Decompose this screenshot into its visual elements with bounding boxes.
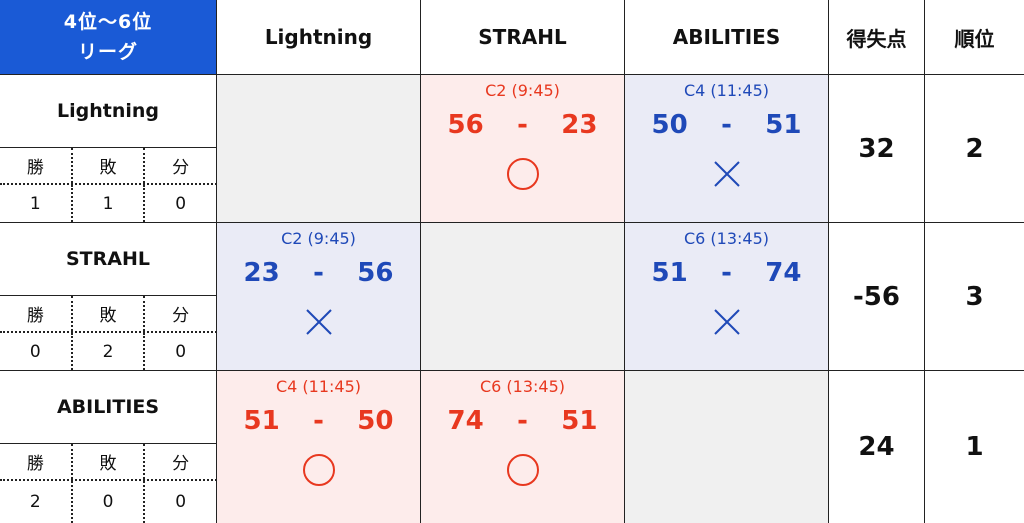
win-circle-icon (505, 452, 541, 492)
score-dash: - (517, 406, 528, 436)
score-dash: - (313, 406, 324, 436)
record-label-row: 勝敗 分 (0, 148, 217, 185)
points-value: 24 (829, 371, 925, 523)
column-header-strahl: STRAHL (421, 0, 625, 75)
match-cell: C2 (9:45) 56 - 23 (421, 75, 625, 223)
score-left: 51 (243, 406, 280, 436)
match-time: C2 (9:45) (485, 81, 560, 100)
record-label-row: 勝敗 分 (0, 444, 217, 481)
score-dash: - (517, 110, 528, 140)
record-value: 2 (0, 481, 73, 523)
win-circle-icon (505, 156, 541, 196)
rank-value: 1 (965, 432, 984, 462)
score-left: 23 (243, 258, 280, 288)
match-score: 51 - 74 (652, 258, 802, 288)
record-value: 0 (73, 481, 146, 523)
match-cell: C4 (11:45) 51 - 50 (217, 371, 421, 523)
record-label: 敗 (73, 444, 146, 479)
self-match-cell (625, 371, 829, 523)
record-value: 1 (73, 185, 146, 222)
loss-cross-icon (709, 304, 745, 344)
rank-value: 3 (925, 223, 1024, 371)
match-time: C6 (13:45) (683, 229, 770, 248)
record-value: 0 (175, 193, 187, 214)
record-label-row: 勝敗 分 (0, 296, 217, 333)
match-cell: C4 (11:45) 50 - 51 (625, 75, 829, 223)
points-value: -56 (829, 223, 925, 371)
record-label: 分 (172, 158, 190, 178)
match-time: C4 (11:45) (275, 377, 362, 396)
score-dash: - (313, 258, 324, 288)
score-dash: - (721, 258, 732, 288)
win-circle-icon (301, 452, 337, 492)
loss-cross-icon (709, 156, 745, 196)
match-score: 23 - 56 (244, 258, 394, 288)
match-cell: C2 (9:45) 23 - 56 (217, 223, 421, 371)
self-match-cell (421, 223, 625, 371)
match-score: 56 - 23 (448, 110, 598, 140)
column-header-rank: 順位 (925, 0, 1024, 75)
score-left: 50 (651, 110, 688, 140)
league-title-line2: リーグ (77, 41, 138, 63)
score-right: 56 (357, 258, 394, 288)
column-header-lightning: Lightning (217, 0, 421, 75)
record-value: 0 (175, 492, 187, 512)
record-value: 0 (0, 333, 73, 370)
team-name: STRAHL (0, 223, 217, 296)
score-left: 51 (651, 258, 688, 288)
score-right: 23 (561, 110, 598, 140)
record-label: 分 (172, 454, 190, 474)
record-value: 1 (0, 185, 73, 222)
match-score: 74 - 51 (448, 406, 598, 436)
team-name: ABILITIES (0, 371, 217, 444)
match-time: C2 (9:45) (281, 229, 356, 248)
score-right: 51 (561, 406, 598, 436)
team-name: Lightning (0, 75, 217, 148)
record-label: 分 (172, 306, 190, 326)
score-left: 56 (447, 110, 484, 140)
record-value: 2 (73, 333, 146, 370)
score-dash: - (721, 110, 732, 140)
league-title: 4位～6位 リーグ (0, 0, 217, 75)
record-label: 敗 (73, 296, 146, 331)
league-title-line1: 4位～6位 (63, 11, 153, 33)
record-label: 勝 (0, 148, 73, 183)
match-time: C6 (13:45) (479, 377, 566, 396)
match-score: 51 - 50 (244, 406, 394, 436)
self-match-cell (217, 75, 421, 223)
score-right: 51 (765, 110, 802, 140)
column-header-abilities: ABILITIES (625, 0, 829, 75)
rank-value: 2 (925, 75, 1024, 223)
record-label: 敗 (73, 148, 146, 183)
score-right: 74 (765, 258, 802, 288)
record-value: 0 (175, 341, 187, 362)
record-label: 勝 (0, 296, 73, 331)
column-header-points: 得失点 (829, 0, 925, 75)
match-score: 50 - 51 (652, 110, 802, 140)
loss-cross-icon (301, 304, 337, 344)
points-value: 32 (829, 75, 925, 223)
match-cell: C6 (13:45) 51 - 74 (625, 223, 829, 371)
match-time: C4 (11:45) (683, 81, 770, 100)
score-right: 50 (357, 406, 394, 436)
score-left: 74 (447, 406, 484, 436)
record-label: 勝 (0, 444, 73, 479)
match-cell: C6 (13:45) 74 - 51 (421, 371, 625, 523)
